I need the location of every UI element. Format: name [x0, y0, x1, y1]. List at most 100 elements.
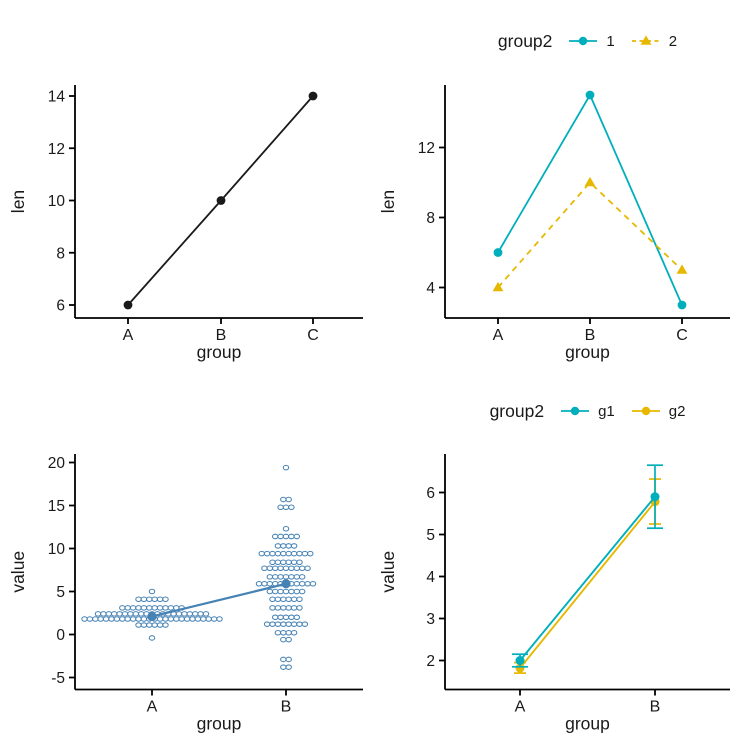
- y-tick-label: 10: [48, 541, 66, 558]
- data-dot: [290, 559, 298, 566]
- y-tick-label: 5: [56, 584, 65, 601]
- x-tick-label: A: [515, 699, 526, 716]
- data-dot: [271, 533, 279, 540]
- series-g2-marker: [515, 663, 525, 673]
- series-len-marker: [308, 91, 318, 101]
- data-dot: [307, 550, 314, 557]
- data-dot: [285, 550, 292, 557]
- data-dot: [121, 611, 129, 617]
- data-dot: [261, 565, 268, 572]
- y-axis-title: value: [8, 551, 28, 593]
- y-tick-label: 3: [426, 611, 435, 628]
- data-dot: [274, 559, 282, 566]
- data-dot: [277, 565, 284, 572]
- data-dot: [173, 616, 180, 622]
- data-dot: [274, 543, 282, 549]
- data-dot: [288, 565, 295, 572]
- x-tick-label: A: [493, 327, 504, 344]
- series-2-marker: [676, 264, 688, 274]
- data-dot: [304, 565, 311, 572]
- mean-marker: [281, 579, 291, 589]
- data-dot: [92, 616, 99, 622]
- y-axis-title: value: [378, 551, 398, 593]
- data-dot: [127, 611, 134, 617]
- legend-item-label: 1: [606, 32, 615, 50]
- x-tick-label: B: [281, 699, 292, 716]
- data-dot: [124, 605, 131, 611]
- data-dot: [156, 616, 164, 622]
- series-len-marker: [123, 300, 133, 310]
- data-dot: [97, 616, 104, 622]
- data-dot: [296, 621, 303, 627]
- y-tick-label: 12: [48, 141, 65, 158]
- data-dot: [216, 616, 223, 622]
- legend-circle-icon: [641, 406, 650, 416]
- data-dot: [282, 588, 290, 595]
- x-tick-label: C: [676, 327, 688, 344]
- x-tick-label: C: [307, 327, 319, 344]
- data-dot: [124, 616, 131, 622]
- data-dot: [255, 580, 263, 587]
- data-dot: [194, 616, 202, 622]
- y-tick-label: 14: [48, 89, 66, 106]
- x-tick-label: B: [216, 327, 227, 344]
- data-dot: [301, 621, 309, 627]
- series-2-marker: [584, 176, 596, 187]
- data-dot: [116, 611, 123, 617]
- data-dot: [151, 596, 158, 603]
- data-dot: [178, 616, 185, 622]
- data-dot: [162, 622, 169, 628]
- data-dot: [285, 656, 292, 663]
- data-dot: [285, 559, 292, 566]
- data-dot: [162, 616, 169, 622]
- y-tick-label: 10: [48, 193, 66, 210]
- data-dot: [309, 580, 317, 587]
- series-2-line: [497, 181, 683, 289]
- data-dot: [274, 596, 282, 603]
- data-dot: [140, 596, 148, 603]
- y-tick-label: 15: [48, 498, 65, 515]
- data-dot: [135, 616, 142, 622]
- data-dot: [258, 550, 265, 557]
- data-dot: [274, 605, 282, 611]
- data-dot: [301, 550, 309, 557]
- data-dot: [189, 616, 196, 622]
- x-tick-label: B: [650, 699, 661, 716]
- data-dot: [167, 616, 175, 622]
- data-dot: [151, 605, 158, 611]
- data-dot: [113, 616, 121, 622]
- data-dot: [280, 605, 287, 611]
- data-dot: [282, 504, 290, 510]
- data-dot: [263, 621, 271, 627]
- data-dot: [280, 496, 287, 503]
- data-dot: [293, 580, 301, 587]
- data-dot: [135, 605, 142, 611]
- data-dot: [269, 559, 276, 566]
- data-dot: [271, 588, 279, 595]
- y-axis-title: len: [378, 190, 398, 213]
- y-tick-label: 12: [418, 140, 435, 157]
- x-tick-label: B: [585, 327, 596, 344]
- data-dot: [269, 605, 276, 611]
- y-tick-label: 20: [48, 455, 66, 472]
- data-dot: [108, 616, 115, 622]
- series-g2-line: [519, 501, 656, 669]
- x-axis-title: group: [565, 342, 610, 362]
- data-dot: [181, 611, 188, 617]
- data-dot: [298, 565, 306, 572]
- data-dot: [290, 630, 298, 636]
- data-dot: [167, 605, 175, 611]
- data-dot: [288, 504, 295, 510]
- series-2-marker: [492, 281, 504, 292]
- data-dot: [129, 616, 137, 622]
- data-dot: [288, 533, 295, 540]
- data-dot: [271, 574, 279, 580]
- data-dot: [135, 596, 142, 603]
- data-dot: [269, 621, 276, 627]
- legend-swatch-2: [631, 35, 660, 45]
